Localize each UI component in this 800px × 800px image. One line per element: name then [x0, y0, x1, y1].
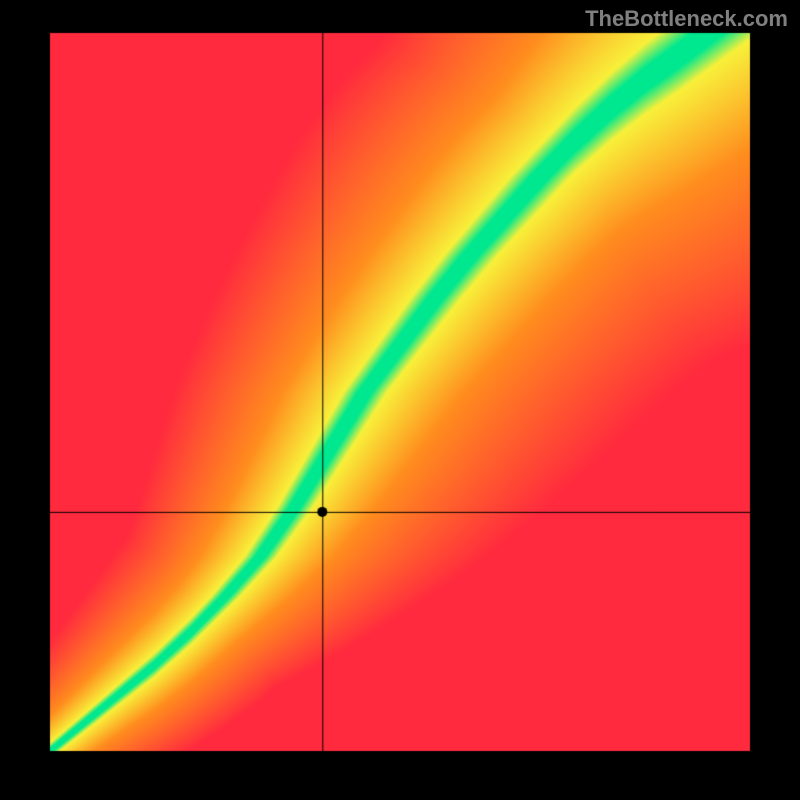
chart-container: TheBottleneck.com: [0, 0, 800, 800]
watermark-text: TheBottleneck.com: [585, 6, 788, 32]
heatmap-canvas: [0, 0, 800, 800]
